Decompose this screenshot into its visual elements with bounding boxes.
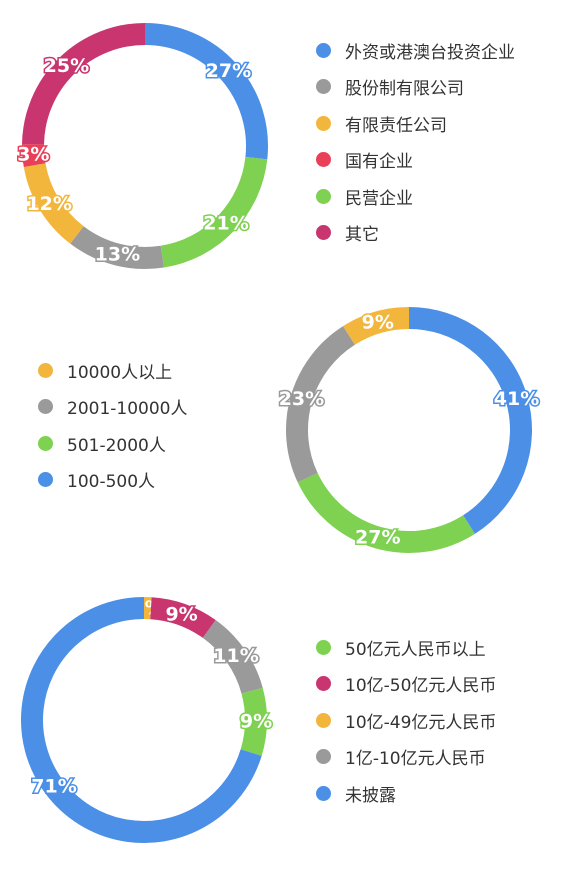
legend-item: 50亿元人民币以上 (316, 629, 496, 666)
donut-slice (149, 597, 216, 639)
legend-color-dot (38, 472, 53, 488)
slice-percent-label: 9% (240, 711, 272, 733)
legend-item: 外资或港澳台投资企业 (316, 32, 515, 69)
legend-label: 未披露 (345, 785, 396, 806)
legend-item: 10亿-50亿元人民币 (316, 666, 496, 703)
legend-item: 其它 (316, 215, 515, 252)
legend-color-dot (316, 42, 331, 58)
legend-color-dot (38, 435, 53, 451)
legend-label: 100-500人 (67, 472, 156, 493)
legend-label: 10000人以上 (67, 362, 173, 383)
donut-slice (160, 156, 268, 268)
slice-percent-label: 27% (206, 60, 251, 82)
legend-item: 国有企业 (316, 142, 515, 179)
donut-slice (408, 307, 532, 534)
donut-slice (343, 307, 410, 345)
donut-slice (22, 144, 46, 167)
donut-chart-company-type: 27% 21% 13% 12% 3% 25% (16, 23, 268, 269)
legend-color-dot (316, 785, 331, 801)
slice-percent-label: 23% (279, 388, 324, 410)
donut-chart-company-size: 41% 27% 23% 9% (277, 307, 541, 553)
legend-item: 民营企业 (316, 178, 515, 215)
legend-label: 1亿-10亿元人民币 (345, 749, 486, 770)
legend-item: 有限责任公司 (316, 105, 515, 142)
donut-slice (240, 687, 267, 756)
legend-label: 国有企业 (345, 152, 413, 173)
legend-color-dot (316, 188, 331, 204)
legend-label: 10亿-49亿元人民币 (345, 712, 497, 733)
donut-slice (144, 23, 268, 160)
slice-percent-label: 71% (31, 776, 76, 798)
legend-color-dot (316, 676, 331, 692)
legend-item: 10000人以上 (38, 352, 187, 389)
legend-label: 10亿-50亿元人民币 (345, 676, 497, 697)
legend-color-dot (316, 79, 331, 95)
legend-item: 501-2000人 (38, 425, 187, 462)
slice-percent-label: 11% (213, 645, 258, 667)
slice-percent-label: 9% (362, 311, 394, 333)
legend-label: 股份制有限公司 (345, 79, 464, 100)
legend-item: 未披露 (316, 775, 496, 812)
legend-label: 50亿元人民币以上 (345, 639, 486, 660)
legend-label: 有限责任公司 (345, 115, 447, 136)
legend-company-size: 10000人以上 2001-10000人 501-2000人 100-500人 (38, 352, 187, 498)
legend-label: 外资或港澳台投资企业 (345, 42, 515, 63)
slice-percent-label: 3% (17, 144, 49, 166)
legend-label: 2001-10000人 (67, 399, 188, 420)
legend-label: 民营企业 (345, 188, 413, 209)
legend-item: 100-500人 (38, 462, 187, 499)
legend-item: 1亿-10亿元人民币 (316, 739, 496, 776)
donut-chart-capital: 1% 9%11%9%71% (21, 596, 274, 843)
slice-percent-label: 12% (26, 193, 71, 215)
donut-slice (23, 162, 84, 244)
legend-color-dot (38, 362, 53, 378)
legend-color-dot (316, 712, 331, 728)
slice-percent-label: 41% (494, 388, 539, 410)
donut-slice (22, 23, 146, 145)
legend-item: 10亿-49亿元人民币 (316, 702, 496, 739)
slice-percent-label: 27% (355, 527, 400, 549)
donut-slice (202, 620, 263, 694)
legend-color-dot (316, 225, 331, 241)
slice-percent-label: 21% (203, 212, 248, 234)
slice-percent-label: 13% (95, 244, 140, 266)
legend-label: 501-2000人 (67, 435, 166, 456)
legend-label: 其它 (345, 225, 379, 246)
legend-item: 2001-10000人 (38, 389, 187, 426)
donut-slice (21, 597, 262, 843)
legend-color-dot (316, 749, 331, 765)
legend-item: 股份制有限公司 (316, 69, 515, 106)
donut-slice (70, 226, 165, 269)
slice-percent-label: 25% (44, 55, 89, 77)
donut-slice (297, 472, 475, 553)
slice-percent-label: 9% (165, 603, 197, 625)
legend-color-dot (316, 115, 331, 131)
legend-color-dot (38, 399, 53, 415)
legend-color-dot (316, 152, 331, 168)
donut-slice (286, 326, 356, 483)
legend-capital: 50亿元人民币以上 10亿-50亿元人民币 10亿-49亿元人民币 1亿-10亿元人民… (316, 629, 496, 812)
legend-company-type: 外资或港澳台投资企业 股份制有限公司 有限责任公司 国有企业民营企业其它 (316, 32, 515, 251)
legend-color-dot (316, 639, 331, 655)
